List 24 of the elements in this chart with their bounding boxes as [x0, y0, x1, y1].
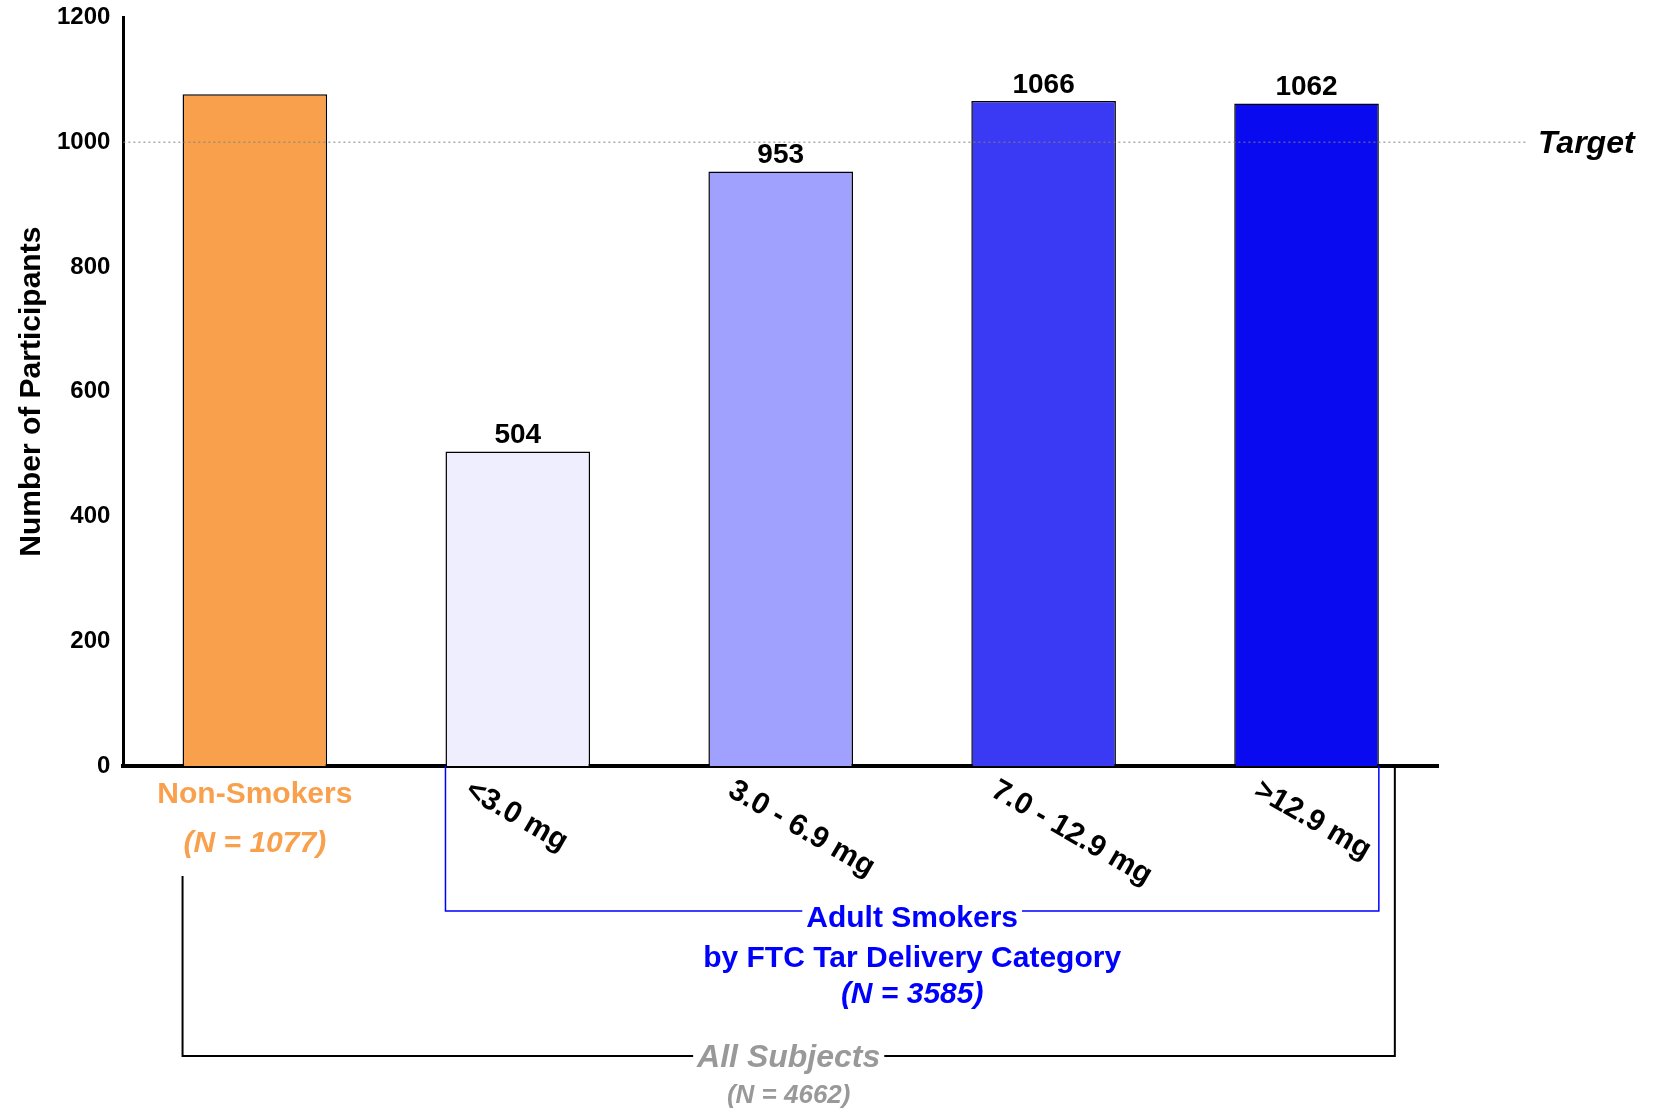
text: All Subjects — [696, 1037, 881, 1074]
text: by FTC Tar Delivery Category — [703, 940, 1122, 974]
data-label: 504 — [494, 418, 542, 450]
y-tick-label: 600 — [70, 376, 111, 404]
x-tick-label: >12.9 mg — [1249, 771, 1378, 865]
text: Adult Smokers — [806, 900, 1019, 934]
text: (N = 4662) — [726, 1079, 851, 1110]
y-tick-label: 1200 — [57, 2, 111, 30]
text: (N = 3585) — [840, 976, 984, 1010]
data-label: 1062 — [1275, 70, 1338, 102]
y-axis-title: Number of Participants — [13, 226, 47, 557]
x-tick-label: <3.0 mg — [460, 771, 575, 857]
ref-line-label: Target — [1538, 123, 1636, 160]
data-label: 953 — [757, 138, 805, 170]
x-tick-label: 3.0 - 6.9 mg — [723, 771, 882, 883]
y-tick-label: 800 — [70, 251, 111, 279]
y-tick-label: 1000 — [57, 126, 111, 154]
y-tick-label: 200 — [70, 625, 111, 653]
text: (N = 1077) — [183, 825, 327, 859]
data-label: 1066 — [1012, 67, 1075, 99]
x-tick-label: Non-Smokers — [157, 776, 353, 810]
x-tick-label: 7.0 - 12.9 mg — [986, 771, 1159, 891]
y-tick-label: 400 — [70, 501, 111, 529]
y-tick-label: 0 — [97, 750, 111, 778]
